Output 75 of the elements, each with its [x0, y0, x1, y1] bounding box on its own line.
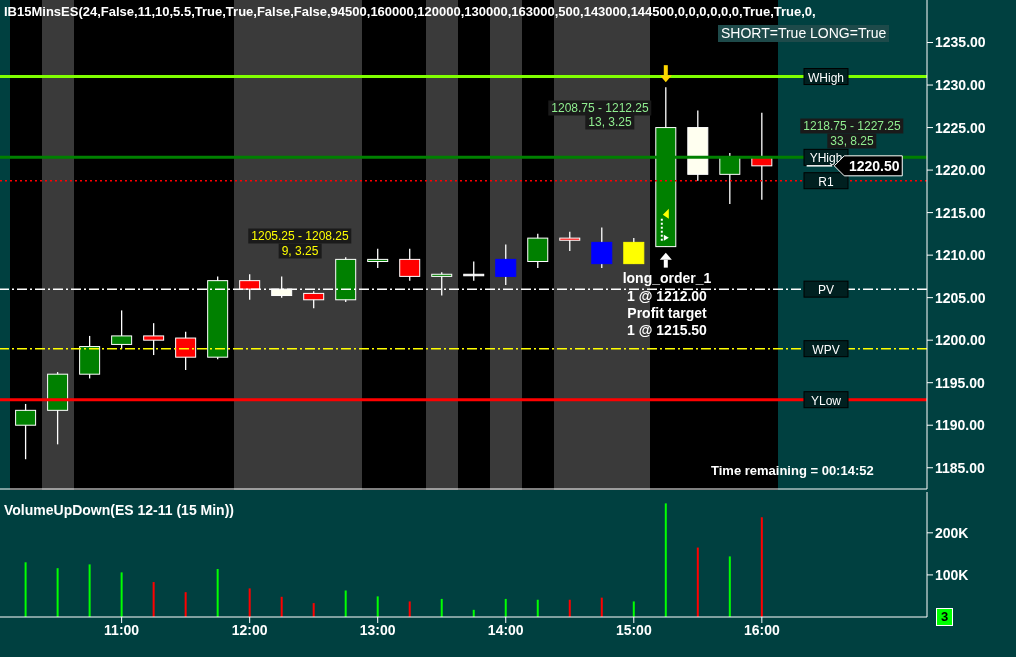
candlestick: [591, 226, 613, 269]
y-tick-label: 200K: [935, 524, 969, 541]
y-tick-label: 1205.00: [935, 289, 986, 306]
x-tick-label: 11:00: [104, 621, 140, 638]
annotation: long_order_1: [621, 269, 713, 287]
annotation: 9, 3.25: [278, 243, 322, 259]
bar: [408, 601, 411, 617]
y-tick-label: 1210.00: [935, 247, 986, 264]
ref-line-label: 1220.50: [848, 157, 900, 174]
candlestick: [623, 237, 645, 265]
chart-title: IB15MinsES(24,False,11,10,5.5,True,True,False,False,94500,160000,120000,130000,163000,500,143000,144500,0,0,0,0,0,0,True,True,0,: [4, 4, 816, 19]
bar: [504, 598, 507, 617]
candlestick: [367, 248, 389, 269]
annotation: 1 @ 1212.00: [626, 287, 708, 305]
annotation: 1205.25 - 1208.25: [248, 228, 352, 244]
annotation: 1 @ 1215.50: [626, 321, 708, 339]
x-tick-label: 14:00: [487, 621, 524, 638]
y-tick-label: 100K: [935, 566, 969, 583]
y-tick-label: 1185.00: [935, 459, 986, 476]
bar: [216, 569, 219, 617]
annotation: Time remaining = 00:14:52: [710, 463, 875, 479]
bar: [440, 598, 443, 617]
candlestick: [527, 233, 549, 269]
annotation: SHORT=True LONG=True: [718, 25, 890, 42]
text: VolumeUpDown(ES 12-11 (15 Min)): [4, 502, 234, 518]
text: 3: [936, 608, 954, 626]
bar: [312, 603, 315, 617]
x-tick-label: 13:00: [359, 621, 396, 638]
bar: [696, 547, 699, 617]
ref-line-label: YLow: [810, 393, 842, 408]
bar: [152, 582, 155, 617]
x-tick-label: 15:00: [615, 621, 652, 638]
candlestick: [111, 309, 133, 350]
bar: [728, 556, 731, 617]
y-tick-label: 1215.00: [935, 204, 986, 221]
candlestick: [143, 322, 165, 356]
candlestick: [495, 243, 517, 286]
ref-line-label: WPV: [812, 342, 840, 357]
bar: [56, 568, 59, 617]
annotation: 33, 8.25: [827, 133, 877, 149]
x-tick-label: 12:00: [231, 621, 268, 638]
bar: [600, 597, 603, 617]
y-tick-label: 1230.00: [935, 77, 986, 94]
bar: [760, 517, 763, 617]
candlestick: [559, 231, 581, 252]
ref-line-label: R1: [818, 174, 834, 189]
bar: [280, 596, 283, 617]
candlestick: [399, 248, 421, 282]
annotation: Profit target: [626, 304, 708, 322]
bar: [24, 562, 27, 617]
ref-line-label: PV: [817, 283, 835, 298]
y-tick-label: 1235.00: [935, 34, 986, 51]
y-tick-label: 1220.00: [935, 162, 986, 179]
bar: [632, 601, 635, 617]
bar: [568, 599, 571, 617]
candlestick: [15, 403, 37, 460]
y-tick-label: 1195.00: [935, 374, 986, 391]
bar: [344, 590, 347, 617]
y-tick-label: 1190.00: [935, 417, 986, 434]
bar: [184, 592, 187, 617]
annotation: 1208.75 - 1212.25: [548, 100, 652, 116]
candlestick: [175, 331, 197, 371]
ref-line-label: YHigh: [809, 151, 843, 166]
y-tick-label: 1225.00: [935, 119, 986, 136]
ref-line-label: WHigh: [807, 70, 845, 85]
bar: [248, 588, 251, 617]
x-tick-label: 16:00: [743, 621, 780, 638]
bar: [536, 599, 539, 617]
bar: [376, 596, 379, 617]
bar: [664, 503, 667, 617]
bar: [120, 572, 123, 617]
bar: [88, 564, 91, 617]
annotation: 1218.75 - 1227.25: [800, 118, 904, 134]
y-tick-label: 1200.00: [935, 332, 986, 349]
annotation: 13, 3.25: [585, 114, 635, 130]
